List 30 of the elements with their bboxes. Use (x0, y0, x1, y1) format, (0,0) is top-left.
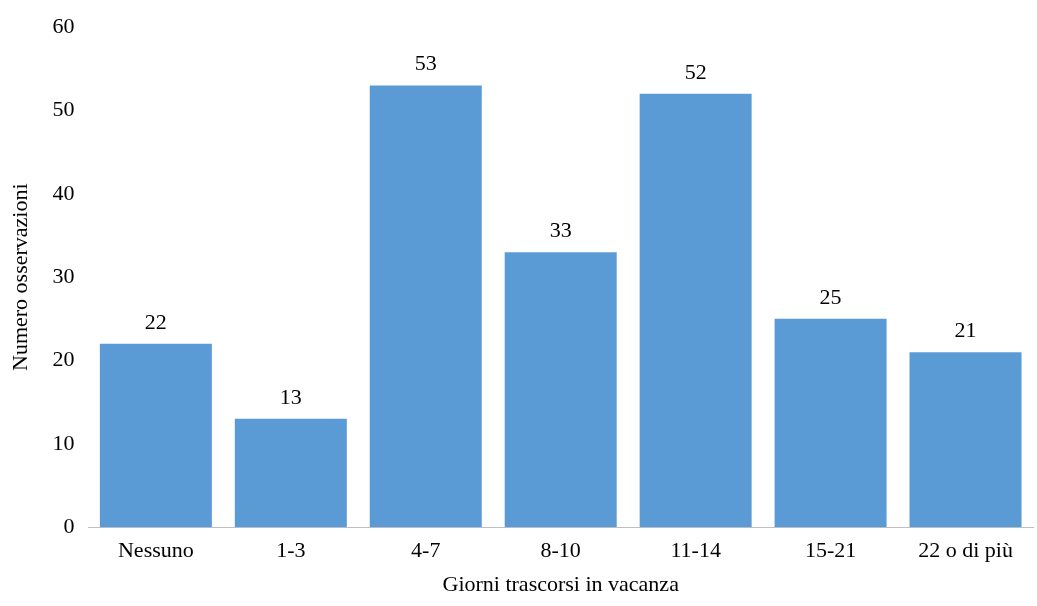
x-tick-label: 8-10 (540, 537, 581, 563)
data-label: 21 (954, 316, 977, 342)
x-tick-label: 4-7 (411, 537, 441, 563)
data-label: 25 (819, 283, 842, 309)
x-tick-label: 1-3 (276, 537, 306, 563)
bar (504, 252, 617, 528)
bar (369, 85, 482, 528)
bar (774, 318, 887, 528)
bar (99, 343, 212, 528)
y-axis-title: Numero osservazioni (6, 183, 32, 371)
y-tick-label: 10 (52, 429, 75, 455)
y-tick-label: 30 (52, 262, 75, 288)
y-tick-label: 50 (52, 96, 75, 122)
data-label: 22 (144, 308, 167, 334)
bar (234, 418, 347, 528)
y-tick-label: 0 (63, 512, 75, 538)
y-tick-label: 40 (52, 179, 75, 205)
bar (639, 93, 752, 528)
x-tick-label: Nessuno (117, 537, 194, 563)
y-tick-label: 60 (52, 12, 75, 38)
y-tick-label: 20 (52, 346, 75, 372)
data-label: 33 (549, 216, 572, 242)
data-label: 13 (279, 383, 302, 409)
x-tick-label: 22 o di più (918, 537, 1013, 563)
x-axis-title: Giorni trascorsi in vacanza (442, 570, 680, 596)
x-tick-label: 11-14 (670, 537, 721, 563)
data-label: 53 (414, 50, 437, 76)
data-label: 52 (684, 58, 707, 84)
bar (909, 352, 1022, 528)
x-tick-label: 15-21 (804, 537, 857, 563)
